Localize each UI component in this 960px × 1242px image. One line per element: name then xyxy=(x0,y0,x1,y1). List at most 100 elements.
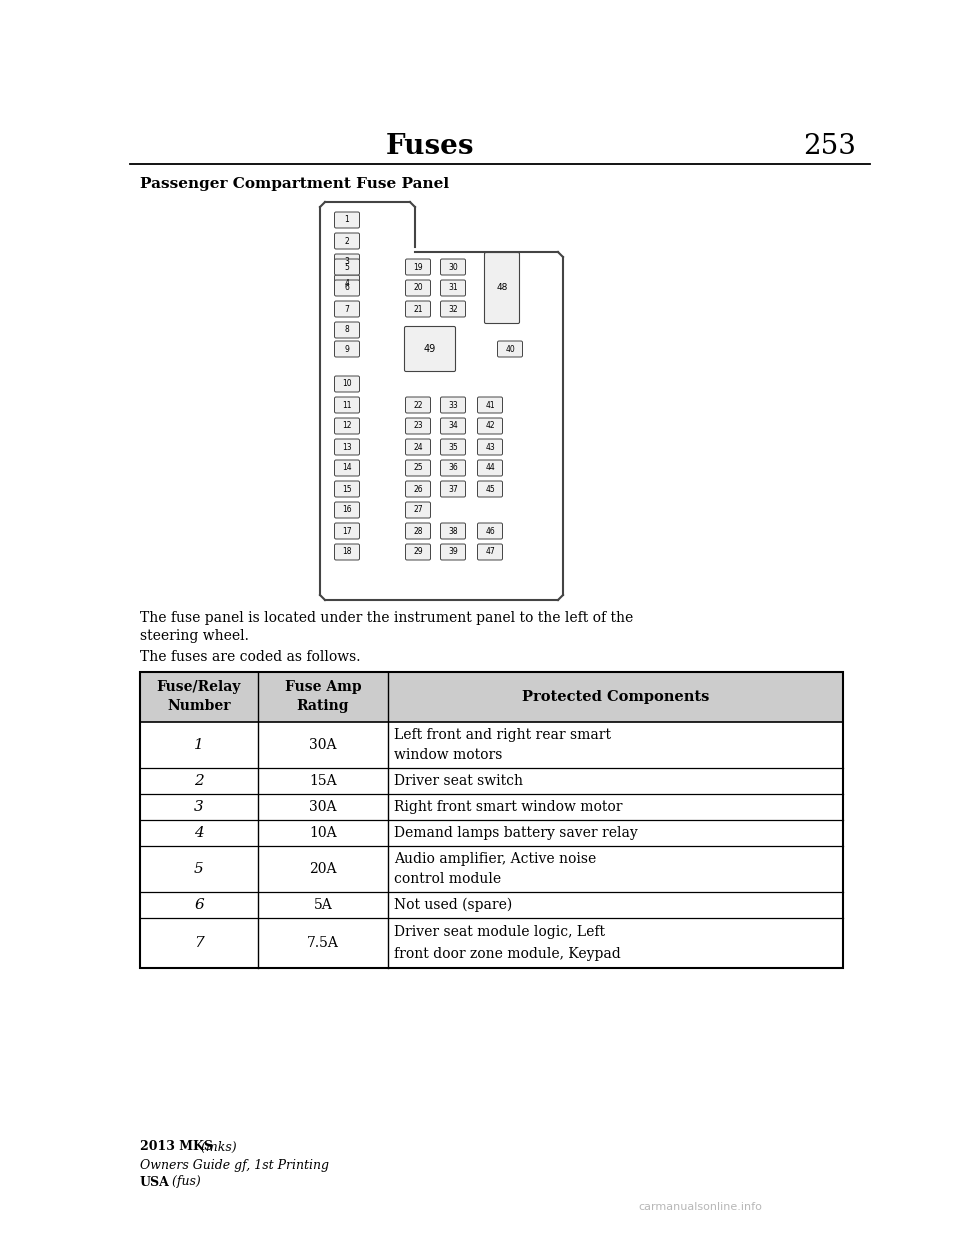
FancyBboxPatch shape xyxy=(334,260,359,274)
Text: 19: 19 xyxy=(413,262,422,272)
Text: 15: 15 xyxy=(342,484,351,493)
FancyBboxPatch shape xyxy=(405,502,430,518)
FancyBboxPatch shape xyxy=(334,233,359,248)
Text: 30A: 30A xyxy=(309,800,337,814)
FancyBboxPatch shape xyxy=(334,301,359,317)
FancyBboxPatch shape xyxy=(405,523,430,539)
Text: 30: 30 xyxy=(448,262,458,272)
FancyBboxPatch shape xyxy=(334,376,359,392)
FancyBboxPatch shape xyxy=(477,481,502,497)
Text: 41: 41 xyxy=(485,400,494,410)
Text: 43: 43 xyxy=(485,442,494,452)
FancyBboxPatch shape xyxy=(405,460,430,476)
Text: 10A: 10A xyxy=(309,826,337,840)
FancyBboxPatch shape xyxy=(497,342,522,356)
Text: 36: 36 xyxy=(448,463,458,472)
FancyBboxPatch shape xyxy=(441,460,466,476)
Text: 5A: 5A xyxy=(314,898,332,912)
Text: 35: 35 xyxy=(448,442,458,452)
FancyBboxPatch shape xyxy=(441,481,466,497)
Text: Fuses: Fuses xyxy=(386,133,474,159)
Text: Driver seat switch: Driver seat switch xyxy=(394,774,523,787)
Text: 13: 13 xyxy=(342,442,351,452)
FancyBboxPatch shape xyxy=(477,397,502,414)
Text: 6: 6 xyxy=(345,283,349,293)
Text: 1: 1 xyxy=(194,738,204,751)
Text: Fuse Amp: Fuse Amp xyxy=(285,681,361,694)
Text: Number: Number xyxy=(167,699,230,713)
Bar xyxy=(140,820,843,846)
Text: 5: 5 xyxy=(345,262,349,272)
Text: 2: 2 xyxy=(194,774,204,787)
Bar xyxy=(140,918,843,968)
FancyBboxPatch shape xyxy=(441,279,466,296)
Text: 39: 39 xyxy=(448,548,458,556)
FancyBboxPatch shape xyxy=(334,481,359,497)
Text: Left front and right rear smart: Left front and right rear smart xyxy=(394,728,611,741)
Text: window motors: window motors xyxy=(394,748,502,763)
Text: (mks): (mks) xyxy=(197,1140,236,1154)
Text: 18: 18 xyxy=(343,548,351,556)
Bar xyxy=(140,892,843,918)
Text: 16: 16 xyxy=(342,505,351,514)
Text: 26: 26 xyxy=(413,484,422,493)
Text: Audio amplifier, Active noise: Audio amplifier, Active noise xyxy=(394,852,596,866)
Text: Passenger Compartment Fuse Panel: Passenger Compartment Fuse Panel xyxy=(140,178,449,191)
FancyBboxPatch shape xyxy=(441,419,466,433)
Text: Protected Components: Protected Components xyxy=(522,691,709,704)
FancyBboxPatch shape xyxy=(334,438,359,455)
Text: 24: 24 xyxy=(413,442,422,452)
Text: 3: 3 xyxy=(345,257,349,267)
Text: (fus): (fus) xyxy=(168,1175,201,1189)
Text: 2013 MKS: 2013 MKS xyxy=(140,1140,213,1154)
Text: Right front smart window motor: Right front smart window motor xyxy=(394,800,622,814)
FancyBboxPatch shape xyxy=(405,481,430,497)
Text: 28: 28 xyxy=(413,527,422,535)
Text: Rating: Rating xyxy=(297,699,349,713)
Text: 6: 6 xyxy=(194,898,204,912)
FancyBboxPatch shape xyxy=(441,523,466,539)
Text: Not used (spare): Not used (spare) xyxy=(394,898,513,912)
FancyBboxPatch shape xyxy=(334,502,359,518)
Text: 27: 27 xyxy=(413,505,422,514)
FancyBboxPatch shape xyxy=(405,260,430,274)
Text: 45: 45 xyxy=(485,484,494,493)
Bar xyxy=(140,722,843,768)
FancyBboxPatch shape xyxy=(334,342,359,356)
Text: 38: 38 xyxy=(448,527,458,535)
Text: Fuse/Relay: Fuse/Relay xyxy=(156,681,241,694)
Text: Demand lamps battery saver relay: Demand lamps battery saver relay xyxy=(394,826,637,840)
FancyBboxPatch shape xyxy=(441,438,466,455)
FancyBboxPatch shape xyxy=(404,327,455,371)
Text: The fuse panel is located under the instrument panel to the left of the: The fuse panel is located under the inst… xyxy=(140,611,634,625)
Text: 31: 31 xyxy=(448,283,458,293)
Bar xyxy=(140,672,843,722)
Text: 10: 10 xyxy=(342,380,351,389)
Text: 12: 12 xyxy=(343,421,351,431)
Text: carmanualsonline.info: carmanualsonline.info xyxy=(638,1202,762,1212)
FancyBboxPatch shape xyxy=(441,397,466,414)
FancyBboxPatch shape xyxy=(334,279,359,296)
Text: 14: 14 xyxy=(342,463,351,472)
Text: 5: 5 xyxy=(194,862,204,876)
Text: 11: 11 xyxy=(343,400,351,410)
Text: 15A: 15A xyxy=(309,774,337,787)
Text: front door zone module, Keypad: front door zone module, Keypad xyxy=(394,946,621,961)
Text: 40: 40 xyxy=(505,344,515,354)
Text: 9: 9 xyxy=(345,344,349,354)
Text: 30A: 30A xyxy=(309,738,337,751)
FancyBboxPatch shape xyxy=(334,419,359,433)
FancyBboxPatch shape xyxy=(334,544,359,560)
Bar xyxy=(140,846,843,892)
FancyBboxPatch shape xyxy=(441,301,466,317)
Text: 7: 7 xyxy=(194,936,204,950)
Text: 42: 42 xyxy=(485,421,494,431)
FancyBboxPatch shape xyxy=(334,274,359,291)
Text: control module: control module xyxy=(394,872,501,886)
Text: 34: 34 xyxy=(448,421,458,431)
FancyBboxPatch shape xyxy=(405,279,430,296)
Text: 23: 23 xyxy=(413,421,422,431)
Text: USA: USA xyxy=(140,1175,170,1189)
FancyBboxPatch shape xyxy=(334,212,359,229)
FancyBboxPatch shape xyxy=(405,301,430,317)
